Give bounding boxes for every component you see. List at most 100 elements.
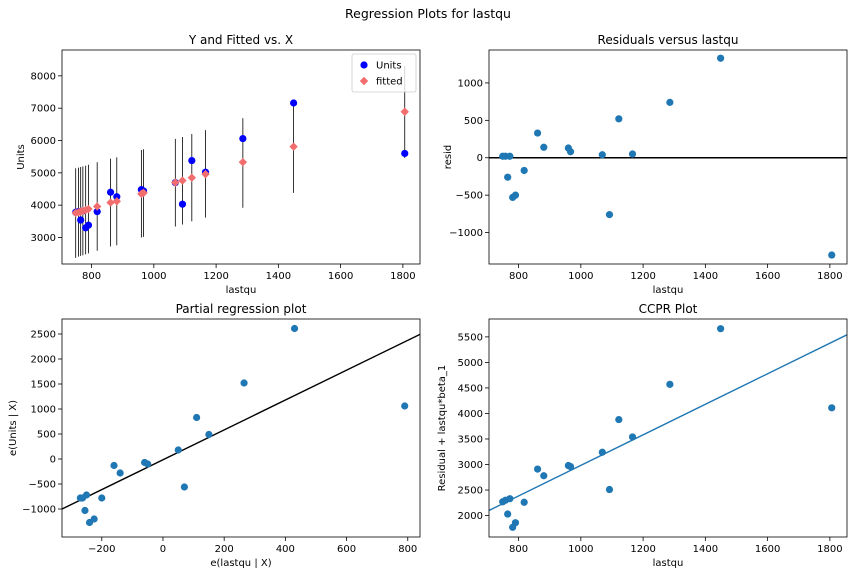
- y-tick-label: 5000: [31, 168, 56, 179]
- x-tick-label: 1600: [328, 271, 353, 282]
- data-point: [629, 150, 636, 157]
- y-tick-label: 1500: [31, 380, 56, 391]
- units-point: [290, 99, 297, 106]
- data-point: [534, 129, 541, 136]
- subplot-2: 800 1000 1200 1400 1600 1800 −1000 −500 0 500 1000…: [443, 33, 847, 296]
- data-point: [181, 483, 188, 490]
- y-tick-label: 3000: [31, 233, 56, 244]
- legend-fitted-label: fitted: [376, 77, 403, 88]
- y-tick-label: 7000: [31, 104, 56, 115]
- x-tick-label: 800: [509, 544, 528, 555]
- data-point: [666, 99, 673, 106]
- subplot-title: Partial regression plot: [176, 302, 307, 316]
- units-point: [188, 157, 195, 164]
- data-point: [240, 379, 247, 386]
- figure-title: Regression Plots for lastqu: [345, 6, 511, 21]
- data-point: [144, 460, 151, 467]
- subplot-title: CCPR Plot: [639, 302, 698, 316]
- x-tick-label: −200: [88, 544, 115, 555]
- data-point: [91, 515, 98, 522]
- x-axis-label: lastqu: [226, 285, 257, 296]
- data-point: [717, 325, 724, 332]
- y-tick-label: 2000: [31, 355, 56, 366]
- y-tick-label: 2500: [31, 330, 56, 341]
- data-point: [506, 495, 513, 502]
- plot-area: [62, 319, 420, 537]
- x-axis-label: lastqu: [653, 285, 684, 296]
- units-point: [85, 222, 92, 229]
- data-point: [521, 167, 528, 174]
- legend-units-label: Units: [376, 61, 402, 72]
- x-tick-label: 1000: [568, 271, 593, 282]
- y-tick-label: 500: [464, 116, 483, 127]
- subplot-4: 800 1000 1200 1400 1600 1800 2000 2500 3000 3500 4…: [437, 302, 847, 568]
- data-point: [567, 148, 574, 155]
- x-tick-label: 1400: [693, 271, 718, 282]
- data-point: [504, 174, 511, 181]
- y-axis-label: e(Units | X): [8, 400, 19, 456]
- data-point: [506, 153, 513, 160]
- data-point: [205, 431, 212, 438]
- y-tick-label: −1000: [22, 505, 56, 516]
- y-tick-label: 5500: [458, 332, 483, 343]
- x-tick-label: 1000: [568, 544, 593, 555]
- x-tick-label: 600: [337, 544, 356, 555]
- data-point: [504, 510, 511, 517]
- y-tick-label: 0: [50, 455, 56, 466]
- units-point: [107, 189, 114, 196]
- y-tick-label: −500: [29, 480, 56, 491]
- y-tick-label: 4000: [458, 409, 483, 420]
- y-tick-label: 0: [477, 153, 483, 164]
- plot-area: [489, 50, 847, 264]
- data-point: [615, 115, 622, 122]
- data-point: [606, 486, 613, 493]
- x-axis-label: e(lastqu | X): [210, 558, 271, 568]
- units-point: [179, 201, 186, 208]
- x-tick-label: 400: [276, 544, 295, 555]
- legend: Units fitted: [352, 54, 416, 92]
- y-tick-label: 5000: [458, 358, 483, 369]
- data-point: [534, 465, 541, 472]
- y-tick-label: 2500: [458, 486, 483, 497]
- x-tick-label: 1800: [390, 271, 415, 282]
- x-tick-label: 1200: [630, 271, 655, 282]
- y-axis-label: resid: [443, 145, 454, 169]
- data-point: [521, 499, 528, 506]
- data-point: [175, 446, 182, 453]
- y-tick-label: 2000: [458, 511, 483, 522]
- x-tick-label: 800: [509, 271, 528, 282]
- data-point: [540, 144, 547, 151]
- data-point: [666, 381, 673, 388]
- units-point: [401, 150, 408, 157]
- data-point: [98, 494, 105, 501]
- y-tick-label: 3000: [458, 460, 483, 471]
- x-tick-label: 1800: [817, 544, 842, 555]
- units-point: [239, 135, 246, 142]
- data-point: [615, 416, 622, 423]
- data-point: [629, 433, 636, 440]
- data-point: [512, 519, 519, 526]
- y-axis-label: Residual + lastqu*beta_1: [437, 365, 448, 492]
- y-tick-label: 3500: [458, 434, 483, 445]
- y-axis-label: Units: [16, 144, 27, 170]
- x-tick-label: 800: [398, 544, 417, 555]
- x-tick-label: 1600: [755, 271, 780, 282]
- x-tick-label: 1000: [141, 271, 166, 282]
- data-point: [828, 404, 835, 411]
- x-tick-label: 1200: [203, 271, 228, 282]
- data-point: [599, 449, 606, 456]
- x-tick-label: 200: [215, 544, 234, 555]
- y-tick-label: 8000: [31, 71, 56, 82]
- subplot-title: Residuals versus lastqu: [598, 33, 739, 47]
- x-axis-label: lastqu: [653, 558, 684, 568]
- data-point: [81, 507, 88, 514]
- data-point: [717, 55, 724, 62]
- plot-area: [489, 319, 847, 537]
- x-tick-label: 800: [82, 271, 101, 282]
- subplot-title: Y and Fitted vs. X: [188, 33, 293, 47]
- data-point: [83, 491, 90, 498]
- subplot-1: 800 1000 1200 1400 1600 1800 3000 4000 5000 6000 7…: [16, 33, 420, 296]
- x-tick-label: 1600: [755, 544, 780, 555]
- y-tick-label: 1000: [31, 405, 56, 416]
